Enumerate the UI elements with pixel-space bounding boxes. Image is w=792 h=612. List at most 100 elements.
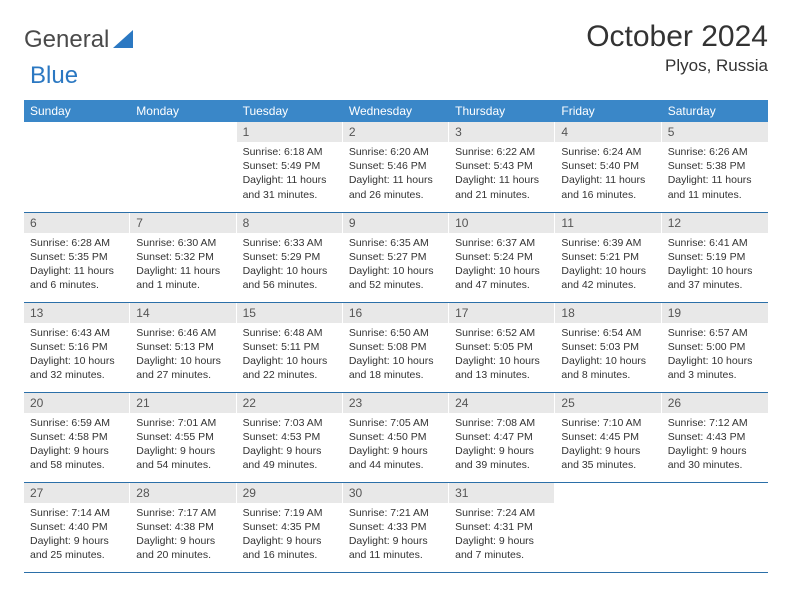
calendar-row: 27Sunrise: 7:14 AMSunset: 4:40 PMDayligh… — [24, 482, 768, 572]
weekday-header: Monday — [130, 100, 236, 122]
day-number: 16 — [343, 303, 449, 323]
day-content: Sunrise: 6:18 AMSunset: 5:49 PMDaylight:… — [237, 142, 343, 208]
day-content: Sunrise: 6:35 AMSunset: 5:27 PMDaylight:… — [343, 233, 449, 299]
day-content: Sunrise: 6:26 AMSunset: 5:38 PMDaylight:… — [662, 142, 768, 208]
calendar-cell: 15Sunrise: 6:48 AMSunset: 5:11 PMDayligh… — [237, 302, 343, 392]
day-content: Sunrise: 6:57 AMSunset: 5:00 PMDaylight:… — [662, 323, 768, 389]
weekday-header: Wednesday — [343, 100, 449, 122]
day-number: 5 — [662, 122, 768, 142]
day-number: 4 — [555, 122, 661, 142]
calendar-cell: 29Sunrise: 7:19 AMSunset: 4:35 PMDayligh… — [237, 482, 343, 572]
day-content: Sunrise: 6:39 AMSunset: 5:21 PMDaylight:… — [555, 233, 661, 299]
day-content: Sunrise: 6:52 AMSunset: 5:05 PMDaylight:… — [449, 323, 555, 389]
calendar-cell: 17Sunrise: 6:52 AMSunset: 5:05 PMDayligh… — [449, 302, 555, 392]
calendar-cell — [555, 482, 661, 572]
day-content: Sunrise: 7:08 AMSunset: 4:47 PMDaylight:… — [449, 413, 555, 479]
day-number: 6 — [24, 213, 130, 233]
calendar-cell: 18Sunrise: 6:54 AMSunset: 5:03 PMDayligh… — [555, 302, 661, 392]
day-content: Sunrise: 6:50 AMSunset: 5:08 PMDaylight:… — [343, 323, 449, 389]
weekday-header: Saturday — [662, 100, 768, 122]
calendar-cell: 21Sunrise: 7:01 AMSunset: 4:55 PMDayligh… — [130, 392, 236, 482]
day-number: 9 — [343, 213, 449, 233]
calendar-row: 6Sunrise: 6:28 AMSunset: 5:35 PMDaylight… — [24, 212, 768, 302]
day-number: 17 — [449, 303, 555, 323]
day-number: 3 — [449, 122, 555, 142]
day-number: 2 — [343, 122, 449, 142]
day-content: Sunrise: 7:19 AMSunset: 4:35 PMDaylight:… — [237, 503, 343, 569]
calendar-body: 1Sunrise: 6:18 AMSunset: 5:49 PMDaylight… — [24, 122, 768, 572]
calendar-cell: 26Sunrise: 7:12 AMSunset: 4:43 PMDayligh… — [662, 392, 768, 482]
day-number: 27 — [24, 483, 130, 503]
day-content: Sunrise: 7:05 AMSunset: 4:50 PMDaylight:… — [343, 413, 449, 479]
calendar-cell: 28Sunrise: 7:17 AMSunset: 4:38 PMDayligh… — [130, 482, 236, 572]
calendar-row: 13Sunrise: 6:43 AMSunset: 5:16 PMDayligh… — [24, 302, 768, 392]
calendar-cell: 19Sunrise: 6:57 AMSunset: 5:00 PMDayligh… — [662, 302, 768, 392]
calendar-table: SundayMondayTuesdayWednesdayThursdayFrid… — [24, 100, 768, 573]
day-content: Sunrise: 6:37 AMSunset: 5:24 PMDaylight:… — [449, 233, 555, 299]
logo-triangle-icon — [113, 30, 133, 51]
day-content: Sunrise: 6:43 AMSunset: 5:16 PMDaylight:… — [24, 323, 130, 389]
day-content: Sunrise: 6:59 AMSunset: 4:58 PMDaylight:… — [24, 413, 130, 479]
day-content: Sunrise: 7:12 AMSunset: 4:43 PMDaylight:… — [662, 413, 768, 479]
weekday-header: Thursday — [449, 100, 555, 122]
day-content: Sunrise: 7:01 AMSunset: 4:55 PMDaylight:… — [130, 413, 236, 479]
calendar-cell: 1Sunrise: 6:18 AMSunset: 5:49 PMDaylight… — [237, 122, 343, 212]
weekday-header: Friday — [555, 100, 661, 122]
day-content: Sunrise: 6:22 AMSunset: 5:43 PMDaylight:… — [449, 142, 555, 208]
day-number: 22 — [237, 393, 343, 413]
day-content: Sunrise: 6:41 AMSunset: 5:19 PMDaylight:… — [662, 233, 768, 299]
calendar-cell — [24, 122, 130, 212]
location: Plyos, Russia — [586, 56, 768, 76]
day-number: 18 — [555, 303, 661, 323]
day-content: Sunrise: 6:24 AMSunset: 5:40 PMDaylight:… — [555, 142, 661, 208]
calendar-cell: 16Sunrise: 6:50 AMSunset: 5:08 PMDayligh… — [343, 302, 449, 392]
day-content: Sunrise: 6:46 AMSunset: 5:13 PMDaylight:… — [130, 323, 236, 389]
calendar-cell: 30Sunrise: 7:21 AMSunset: 4:33 PMDayligh… — [343, 482, 449, 572]
calendar-cell: 25Sunrise: 7:10 AMSunset: 4:45 PMDayligh… — [555, 392, 661, 482]
day-number: 1 — [237, 122, 343, 142]
day-number: 30 — [343, 483, 449, 503]
day-number: 20 — [24, 393, 130, 413]
weekday-header: Sunday — [24, 100, 130, 122]
calendar-row: 20Sunrise: 6:59 AMSunset: 4:58 PMDayligh… — [24, 392, 768, 482]
calendar-cell — [130, 122, 236, 212]
weekday-header: Tuesday — [237, 100, 343, 122]
day-content: Sunrise: 6:48 AMSunset: 5:11 PMDaylight:… — [237, 323, 343, 389]
calendar-cell: 10Sunrise: 6:37 AMSunset: 5:24 PMDayligh… — [449, 212, 555, 302]
calendar-cell: 27Sunrise: 7:14 AMSunset: 4:40 PMDayligh… — [24, 482, 130, 572]
day-content: Sunrise: 7:24 AMSunset: 4:31 PMDaylight:… — [449, 503, 555, 569]
day-number: 13 — [24, 303, 130, 323]
day-content: Sunrise: 7:17 AMSunset: 4:38 PMDaylight:… — [130, 503, 236, 569]
weekday-header-row: SundayMondayTuesdayWednesdayThursdayFrid… — [24, 100, 768, 122]
calendar-cell: 31Sunrise: 7:24 AMSunset: 4:31 PMDayligh… — [449, 482, 555, 572]
day-content: Sunrise: 6:54 AMSunset: 5:03 PMDaylight:… — [555, 323, 661, 389]
day-number: 15 — [237, 303, 343, 323]
calendar-row: 1Sunrise: 6:18 AMSunset: 5:49 PMDaylight… — [24, 122, 768, 212]
day-number: 23 — [343, 393, 449, 413]
day-number: 14 — [130, 303, 236, 323]
day-content: Sunrise: 7:03 AMSunset: 4:53 PMDaylight:… — [237, 413, 343, 479]
day-number: 24 — [449, 393, 555, 413]
day-content: Sunrise: 7:21 AMSunset: 4:33 PMDaylight:… — [343, 503, 449, 569]
day-number: 28 — [130, 483, 236, 503]
calendar-cell: 9Sunrise: 6:35 AMSunset: 5:27 PMDaylight… — [343, 212, 449, 302]
logo: General — [24, 26, 133, 54]
day-number: 7 — [130, 213, 236, 233]
day-number: 11 — [555, 213, 661, 233]
title-block: October 2024 Plyos, Russia — [586, 20, 768, 76]
calendar-cell: 7Sunrise: 6:30 AMSunset: 5:32 PMDaylight… — [130, 212, 236, 302]
calendar-cell: 14Sunrise: 6:46 AMSunset: 5:13 PMDayligh… — [130, 302, 236, 392]
day-content: Sunrise: 6:33 AMSunset: 5:29 PMDaylight:… — [237, 233, 343, 299]
day-content: Sunrise: 6:28 AMSunset: 5:35 PMDaylight:… — [24, 233, 130, 299]
calendar-cell: 24Sunrise: 7:08 AMSunset: 4:47 PMDayligh… — [449, 392, 555, 482]
calendar-cell: 5Sunrise: 6:26 AMSunset: 5:38 PMDaylight… — [662, 122, 768, 212]
day-number: 31 — [449, 483, 555, 503]
calendar-cell — [662, 482, 768, 572]
day-content: Sunrise: 7:10 AMSunset: 4:45 PMDaylight:… — [555, 413, 661, 479]
calendar-cell: 20Sunrise: 6:59 AMSunset: 4:58 PMDayligh… — [24, 392, 130, 482]
logo-general: General — [24, 26, 109, 54]
day-number: 19 — [662, 303, 768, 323]
month-title: October 2024 — [586, 20, 768, 54]
day-number: 8 — [237, 213, 343, 233]
calendar-cell: 8Sunrise: 6:33 AMSunset: 5:29 PMDaylight… — [237, 212, 343, 302]
